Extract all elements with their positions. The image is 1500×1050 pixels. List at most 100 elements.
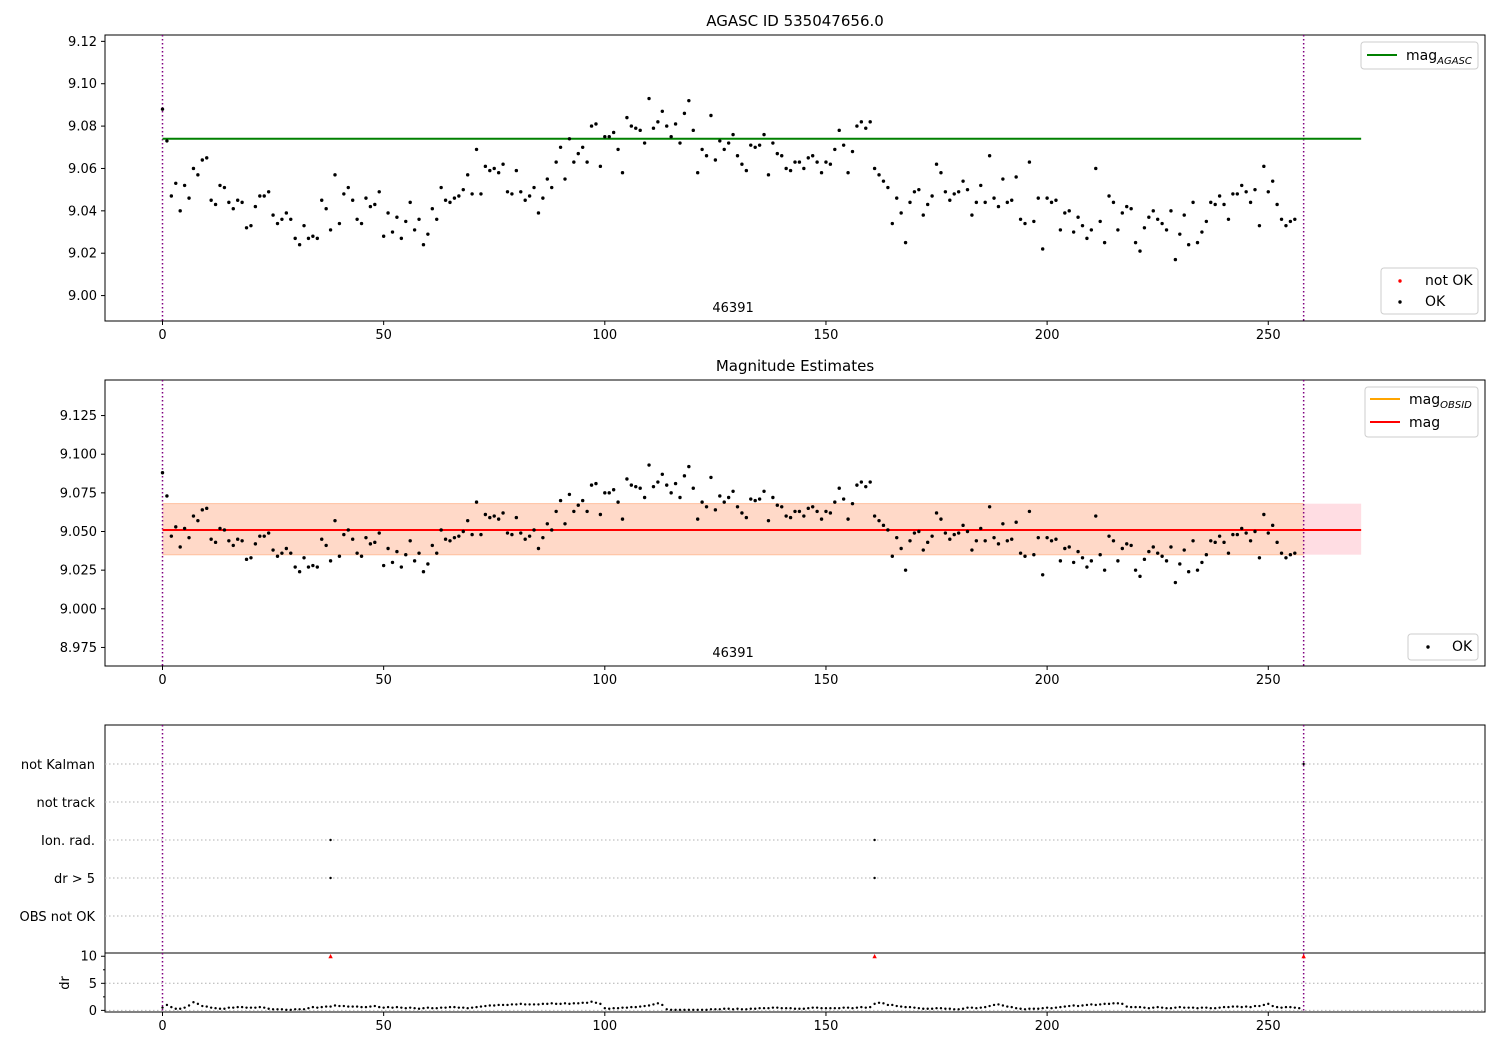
panel-0-ytick-label: 9.08: [68, 120, 97, 135]
mag-estimate-point: [983, 539, 987, 543]
dr-point: [917, 1007, 921, 1010]
mag-estimate-point: [253, 542, 258, 546]
mag-point-ok: [1266, 190, 1270, 194]
mag-estimate-point: [572, 509, 576, 514]
mag-estimate-point: [496, 517, 501, 521]
mag-point-ok: [1257, 223, 1262, 228]
mag-estimate-point: [903, 568, 908, 572]
dr-point: [758, 1007, 761, 1010]
mag-estimate-point: [514, 515, 519, 520]
dr-point: [537, 1003, 540, 1006]
mag-point-ok: [917, 187, 921, 192]
mag-estimate-point: [435, 551, 439, 555]
mag-estimate-point: [169, 534, 174, 538]
dr-point: [1213, 1007, 1217, 1010]
mag-point-ok: [859, 120, 864, 124]
dr-point: [1028, 1007, 1031, 1010]
mag-point-ok: [249, 223, 253, 228]
dr-point: [771, 1006, 775, 1009]
dr-point: [187, 1004, 191, 1007]
dr-point: [873, 1002, 876, 1006]
mag-point-ok: [492, 166, 496, 171]
mag-estimate-point: [810, 505, 815, 509]
mag-point-ok: [638, 128, 642, 133]
dr-point: [846, 1006, 850, 1009]
legend-label-subscript: AGASC: [1436, 56, 1472, 67]
legend-label-main: mag: [1409, 392, 1440, 408]
mag-point-ok: [1262, 164, 1266, 169]
mag-estimate-point: [1120, 546, 1125, 551]
dr-point: [1063, 1005, 1067, 1008]
dr-point: [550, 1002, 553, 1005]
mag-point-ok: [749, 143, 753, 147]
dr-point: [307, 1007, 310, 1010]
dr-point: [1227, 1005, 1230, 1009]
dr-point: [1129, 1005, 1133, 1009]
mag-point-ok: [165, 139, 169, 143]
mag-estimate-point: [395, 549, 399, 554]
mag-point-ok: [580, 145, 585, 149]
mag-estimate-point: [603, 491, 607, 495]
dr-point: [347, 1005, 350, 1008]
mag-estimate-point: [1138, 574, 1142, 579]
dr-point: [1284, 1005, 1288, 1009]
mag-estimate-point: [337, 554, 342, 558]
mag-estimate-point: [271, 548, 275, 552]
panel-0-ytick-label: 9.02: [68, 247, 97, 262]
mag-estimate-point: [726, 495, 731, 500]
mag-point-ok: [178, 209, 182, 213]
mag-estimate-point: [1085, 565, 1089, 569]
mag-point-ok: [187, 196, 191, 200]
mag-estimate-point: [682, 474, 687, 478]
mag-point-ok: [572, 160, 576, 164]
mag-estimate-point: [797, 509, 802, 514]
panel-1-ytick-label: 9.125: [60, 409, 97, 424]
mag-estimate-point: [1284, 556, 1288, 560]
mag-point-ok: [386, 211, 390, 215]
dr-point: [378, 1005, 381, 1009]
mag-point-ok: [1040, 247, 1045, 251]
mag-estimate-point: [545, 522, 550, 526]
mag-point-ok: [656, 120, 660, 124]
mag-point-ok: [912, 190, 917, 194]
dr-point: [647, 1004, 651, 1007]
mag-estimate-point: [589, 483, 594, 487]
dr-point: [1231, 1005, 1235, 1008]
mag-estimate-point: [850, 501, 855, 506]
dr-point: [603, 1007, 607, 1010]
dr-point: [245, 1006, 248, 1009]
mag-estimate-point: [205, 506, 209, 511]
mag-estimate-point: [886, 528, 890, 532]
dr-point: [992, 1003, 996, 1007]
mag-point-ok: [1200, 230, 1204, 234]
mag-point-ok: [373, 202, 377, 207]
mag-estimate-point: [815, 509, 819, 514]
mag-estimate-point: [297, 569, 302, 574]
mag-estimate-point: [1111, 539, 1116, 543]
mag-estimate-point: [1204, 552, 1209, 557]
mag-estimate-point: [1125, 542, 1129, 546]
mag-point-ok: [368, 204, 373, 209]
mag-point-ok: [682, 111, 687, 116]
mag-estimate-point: [1213, 540, 1217, 545]
mag-estimate-point: [200, 508, 205, 512]
mag-estimate-point: [669, 491, 673, 495]
mag-point-ok: [793, 160, 797, 164]
dr-point: [232, 1006, 235, 1009]
dr-point: [214, 1007, 217, 1010]
dr-point: [1006, 1005, 1009, 1008]
dr-point: [612, 1007, 615, 1010]
mag-estimate-point: [1129, 543, 1133, 548]
mag-estimate-point: [687, 464, 691, 469]
mag-point-ok: [213, 202, 218, 207]
mag-estimate-point: [1151, 545, 1155, 549]
mag-estimate-point: [306, 565, 311, 569]
panel-3-ytick-label: 5: [89, 977, 97, 992]
mag-estimate-point: [558, 498, 563, 503]
panel-0-ytick-label: 9.10: [68, 77, 97, 92]
panel-0-xtick-label: 150: [814, 328, 839, 343]
dr-point: [1169, 1007, 1173, 1010]
mag-estimate-point: [996, 542, 1001, 546]
dr-point: [1103, 1002, 1106, 1006]
mag-estimate-point: [1240, 526, 1244, 531]
